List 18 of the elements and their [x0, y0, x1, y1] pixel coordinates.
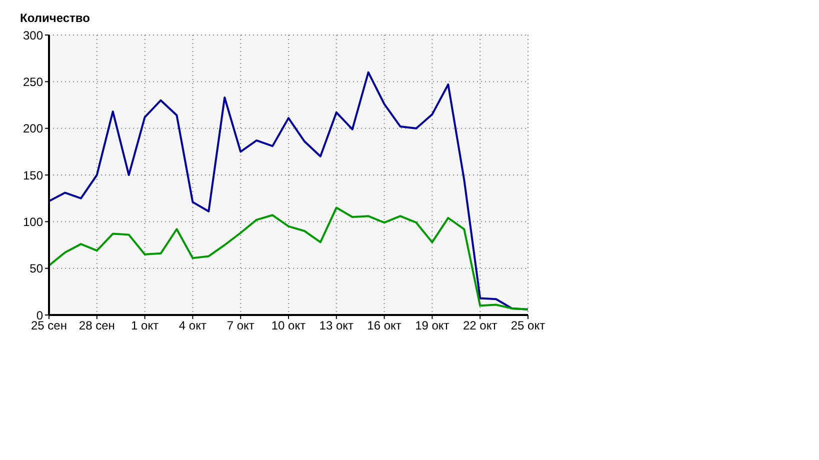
x-tick-label: 16 окт [367, 318, 402, 333]
y-tick-label: 300 [22, 28, 44, 42]
x-tick-label: 4 окт [178, 318, 207, 333]
y-axis-title: Количество [20, 11, 90, 25]
x-tick-label: 25 окт [510, 318, 546, 333]
y-tick-label: 200 [22, 122, 44, 136]
x-tick-label: 28 сен [78, 318, 115, 333]
x-tick-label: 10 окт [271, 318, 306, 333]
x-tick-label: 22 окт [462, 318, 498, 333]
y-tick-label: 250 [22, 74, 44, 89]
x-tick-label: 13 окт [319, 318, 354, 333]
x-tick-label: 19 окт [415, 318, 450, 333]
y-tick-label: 50 [30, 262, 44, 276]
y-tick-label: 100 [22, 214, 44, 229]
line-series [49, 206, 528, 310]
y-tick-label: 150 [22, 168, 44, 182]
x-tick-label: 1 окт [131, 318, 160, 333]
x-tick-label: 7 окт [226, 318, 255, 333]
